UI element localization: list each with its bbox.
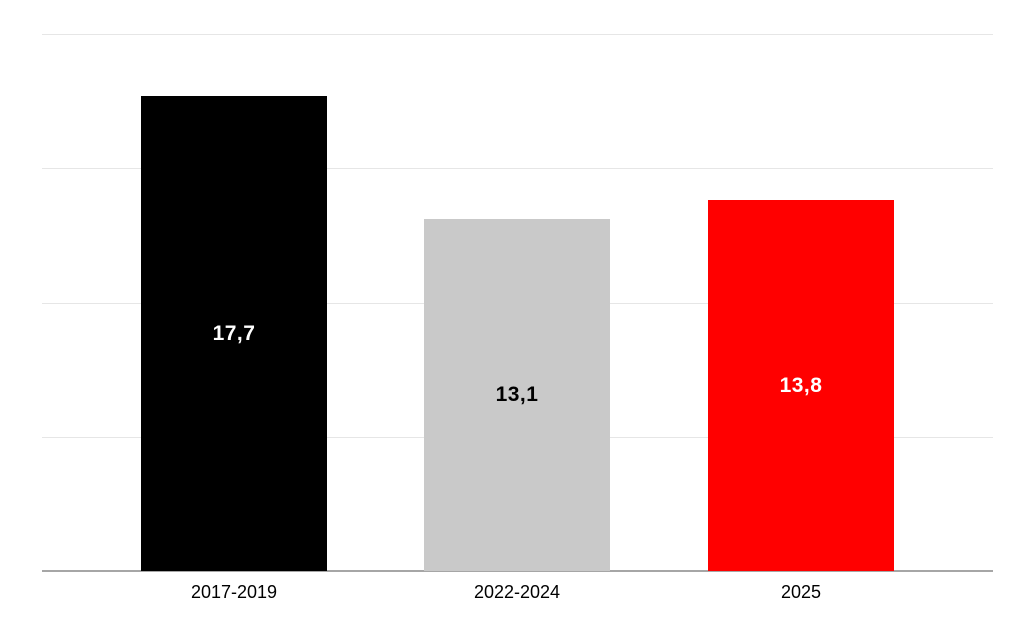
x-axis-line xyxy=(42,570,993,572)
bar-2025: 13,8 xyxy=(708,200,894,571)
bar-value-label: 17,7 xyxy=(212,321,256,345)
bar-value-label: 13,8 xyxy=(779,373,823,397)
x-axis-label-2025: 2025 xyxy=(780,582,822,602)
x-axis-label-2017-2019: 2017-2019 xyxy=(190,582,278,602)
gridline xyxy=(42,168,993,169)
gridline xyxy=(42,34,993,35)
bar-2017-2019: 17,7 xyxy=(141,96,327,571)
x-axis-label-2022-2024: 2022-2024 xyxy=(473,582,561,602)
bar-value-label: 13,1 xyxy=(495,383,539,406)
bar-2022-2024: 13,1 xyxy=(424,219,610,571)
